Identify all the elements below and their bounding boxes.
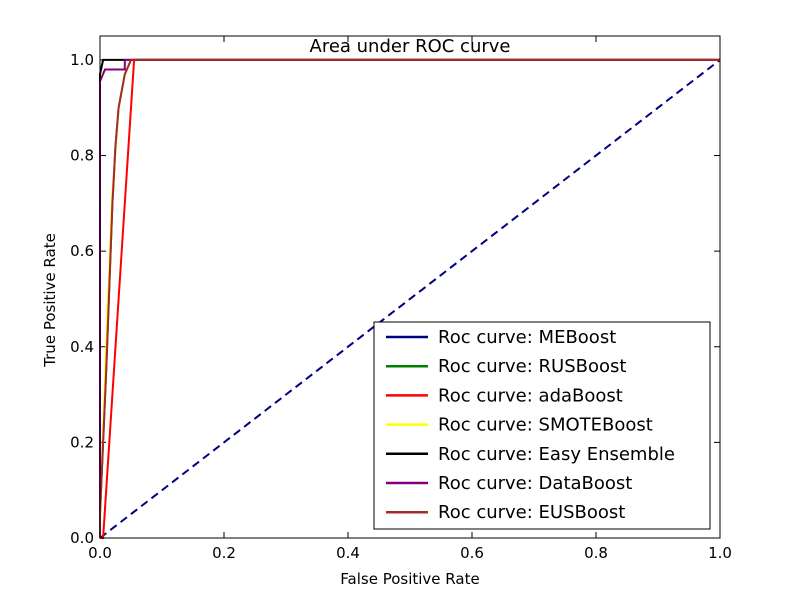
x-tick-label: 1.0: [708, 544, 732, 562]
series-line-eusboost: [99, 58, 720, 538]
legend-label-smoteboost: Roc curve: SMOTEBoost: [438, 415, 653, 436]
legend-label-easy-ensemble: Roc curve: Easy Ensemble: [438, 444, 675, 465]
y-tick-label: 0.0: [70, 529, 94, 547]
legend-label-rusboost: Roc curve: RUSBoost: [438, 356, 626, 377]
y-tick-label: 0.6: [70, 242, 94, 260]
plot-frame: [99, 35, 721, 539]
x-axis-label: False Positive Rate: [340, 570, 479, 588]
legend-label-eusboost: Roc curve: EUSBoost: [438, 502, 625, 523]
legend: Roc curve: MEBoost Roc curve: RUSBoost Roc…: [373, 321, 711, 530]
legend-label-databoost: Roc curve: DataBoost: [438, 473, 632, 494]
y-tick-label: 0.8: [70, 147, 94, 165]
legend-box: [373, 321, 711, 530]
series-line-meboost: [99, 59, 721, 539]
y-axis-label: True Positive Rate: [41, 233, 59, 368]
legend-label-meboost: Roc curve: MEBoost: [438, 327, 616, 348]
y-tick-label: 1.0: [70, 51, 94, 69]
y-tick-label: 0.2: [70, 433, 94, 451]
legend-label-adaboost: Roc curve: adaBoost: [438, 385, 623, 406]
x-tick-label: 0.6: [460, 544, 484, 562]
x-tick-label: 0.0: [88, 544, 112, 562]
chart-title: Area under ROC curve: [310, 36, 511, 57]
x-tick-label: 0.8: [584, 544, 608, 562]
x-tick-label: 0.2: [212, 544, 236, 562]
y-tick-label: 0.4: [70, 338, 94, 356]
axis-ticks: 0.0 0.2 0.4 0.6 0.8 1.0 0.0 0.2 0.4 0.6 0.8 1.0: [70, 36, 732, 562]
x-tick-label: 0.4: [336, 544, 360, 562]
